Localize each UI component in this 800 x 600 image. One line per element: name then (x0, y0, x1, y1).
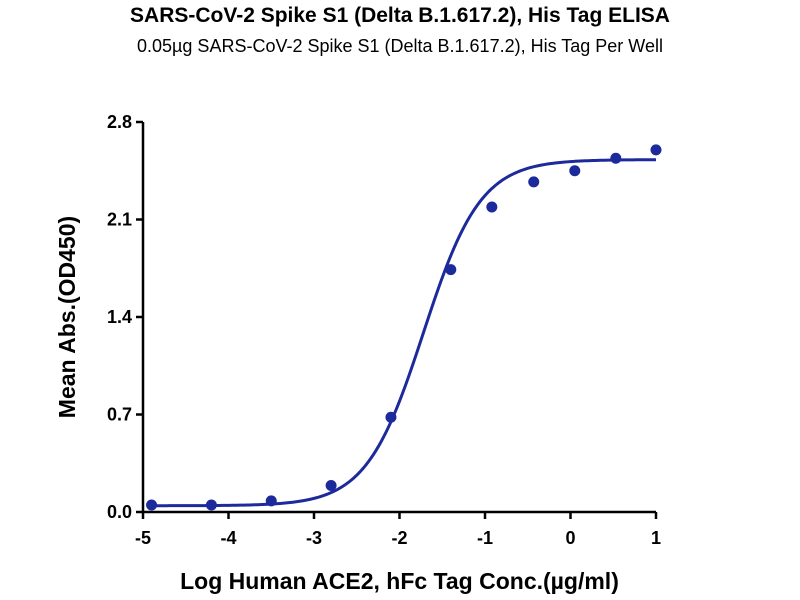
data-point (385, 411, 397, 423)
data-point (445, 264, 457, 276)
y-tick-label: 2.8 (107, 112, 132, 132)
chart-subtitle: 0.05µg SARS-CoV-2 Spike S1 (Delta B.1.61… (137, 36, 663, 56)
x-tick-label: -4 (220, 528, 236, 548)
x-tick-label: -5 (135, 528, 151, 548)
fit-curve (151, 158, 657, 508)
data-point (146, 499, 158, 511)
data-points (146, 144, 662, 511)
data-point (265, 495, 277, 507)
ticks: 0.0 0.7 1.4 2.1 2.8 -5 -4 -3 -2 -1 0 1 (107, 112, 661, 548)
y-tick-label: 0.7 (107, 405, 132, 425)
chart-title: SARS-CoV-2 Spike S1 (Delta B.1.617.2), H… (130, 4, 670, 27)
x-tick-label: -3 (306, 528, 322, 548)
data-point (325, 480, 337, 492)
x-axis-title: Log Human ACE2, hFc Tag Conc.(µg/ml) (180, 568, 619, 594)
y-tick-label: 1.4 (107, 307, 132, 327)
data-point (528, 176, 540, 188)
data-point (650, 144, 662, 156)
y-tick-label: 2.1 (107, 210, 132, 230)
x-tick-label: 0 (565, 528, 575, 548)
y-tick-label: 0.0 (107, 502, 132, 522)
data-point (486, 201, 498, 213)
data-point (569, 165, 581, 177)
x-tick-label: 1 (651, 528, 661, 548)
data-point (205, 499, 217, 511)
fit-curve-layer (151, 158, 657, 508)
x-tick-label: -2 (391, 528, 407, 548)
y-axis-title: Mean Abs.(OD450) (54, 216, 80, 418)
axes (141, 122, 656, 514)
x-tick-label: -1 (477, 528, 493, 548)
data-point (610, 152, 622, 164)
